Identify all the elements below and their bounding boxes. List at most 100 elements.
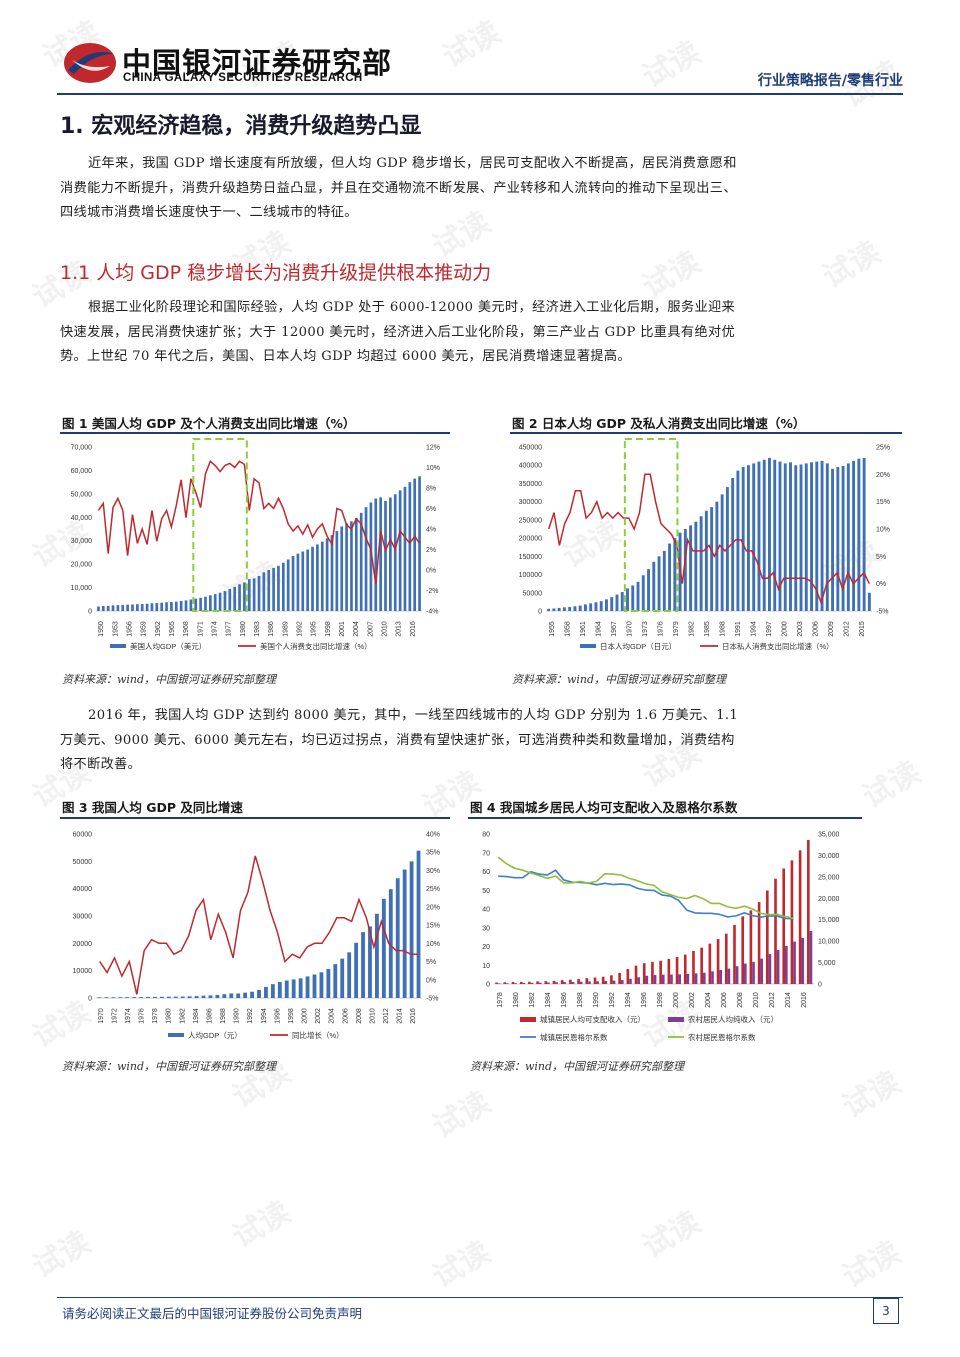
x-tick: 1988: [220, 1008, 227, 1024]
y-right-tick: 0%: [426, 568, 436, 575]
gdp-bar: [264, 986, 268, 998]
gdp-bar: [773, 459, 777, 611]
urban-income-bar: [511, 981, 515, 984]
gdp-bar: [815, 461, 819, 611]
urban-income-bar: [659, 960, 662, 984]
gdp-bar: [368, 926, 372, 998]
y-left-tick: 100000: [519, 572, 542, 579]
gdp-bar: [783, 463, 787, 611]
y-left-tick: 400000: [519, 463, 542, 470]
y-right-tick: 5%: [426, 959, 436, 966]
x-tick: 1982: [179, 1008, 186, 1024]
legend-swatch-urban-income: [520, 1017, 536, 1022]
gdp-bar: [173, 996, 178, 998]
gdp-bar: [836, 467, 840, 611]
footer-divider: [57, 1297, 903, 1298]
urban-income-bar: [560, 980, 564, 984]
figure-3-chart: 0 10000 20000 30000 40000 50000 60000 -5% 0% 5% 10…: [73, 832, 440, 1041]
watermark-text: 试读: [427, 1234, 497, 1296]
gdp-bar: [683, 529, 687, 611]
x-tick: 2010: [753, 992, 760, 1008]
y-right-tick: 8%: [426, 486, 436, 493]
urban-income-bar: [601, 976, 605, 984]
gdp-bar: [223, 591, 227, 611]
watermark-text: 试读: [857, 754, 927, 816]
gdp-bar: [204, 596, 207, 611]
legend-label-rural-income: 农村居民人均纯收入（元）: [688, 1014, 778, 1024]
gdp-bar: [319, 972, 324, 998]
gdp-bar: [262, 572, 266, 611]
figure-1-source: 资料来源：wind，中国银河证券研究部整理: [62, 673, 277, 686]
gdp-bar: [189, 599, 193, 611]
x-tick: 1988: [577, 992, 584, 1008]
rural-income-bar: [555, 982, 558, 984]
x-tick: 1986: [561, 992, 568, 1008]
y-left-tick: 40: [482, 907, 490, 914]
gdp-bar: [97, 606, 100, 611]
gdp-bar: [578, 605, 582, 611]
gdp-bar: [150, 603, 154, 611]
gdp-bar: [657, 556, 661, 611]
gdp-bar: [187, 996, 192, 998]
rural-income-bar: [604, 981, 608, 984]
x-tick: 1992: [247, 1008, 254, 1024]
figure-1-title: 图 1 美国人均 GDP 及个人消费支出同比增速（%）: [62, 416, 356, 431]
gdp-bar: [398, 490, 402, 611]
legend-label-gdp: 美国人均GDP（美元）: [130, 641, 206, 651]
y-right-tick: 30%: [426, 868, 440, 875]
gdp-bar: [631, 585, 635, 611]
rural-income-bar: [694, 973, 698, 984]
x-tick: 1986: [206, 1008, 213, 1024]
x-tick: 2014: [397, 1008, 404, 1024]
gdp-bar: [652, 561, 656, 611]
rural-income-bar: [612, 980, 616, 984]
gdp-bar: [118, 997, 123, 998]
gdp-bar: [201, 995, 206, 998]
x-tick: 1996: [641, 992, 648, 1008]
x-tick: 2016: [410, 621, 417, 637]
urban-income-bar: [724, 933, 728, 984]
legend-label-growth: 同比增长（%）: [292, 1030, 344, 1040]
gdp-bar: [704, 510, 708, 611]
urban-income-bar: [708, 943, 712, 984]
legend-label-urban-income: 城镇居民人均可支配收入（元）: [540, 1014, 645, 1024]
urban-income-bar: [569, 979, 572, 984]
urban-income-bar: [536, 981, 539, 984]
x-tick: 1992: [609, 992, 616, 1008]
gdp-bar: [867, 592, 871, 611]
x-tick: 1971: [197, 621, 204, 637]
x-tick: 2013: [396, 621, 403, 637]
y-right-tick: 15,000: [818, 917, 840, 924]
gdp-bar: [132, 997, 137, 998]
y-right-tick: 5%: [876, 554, 886, 561]
gdp-bar: [846, 463, 850, 611]
x-tick: 1978: [497, 992, 504, 1008]
y-left-tick: 10000: [73, 968, 93, 975]
rural-income-bar: [645, 975, 649, 984]
y-right-tick: 30,000: [818, 853, 840, 860]
gdp-bar: [252, 578, 256, 611]
x-tick: 1998: [325, 621, 332, 637]
rural-income-bar: [538, 982, 542, 984]
figure-2-title: 图 2 日本人均 GDP 及私人消费支出同比增速（%）: [512, 416, 806, 431]
urban-income-bar: [495, 982, 498, 984]
gdp-bar: [768, 457, 771, 611]
x-tick: 2008: [356, 1008, 363, 1024]
gdp-bar: [111, 997, 116, 998]
gdp-bar: [296, 553, 300, 611]
x-tick: 2006: [721, 992, 728, 1008]
gdp-bar: [820, 460, 824, 611]
urban-engel-line: [498, 869, 794, 920]
y-right-tick: 0: [818, 982, 822, 989]
y-left-tick: 30000: [73, 914, 93, 921]
x-tick: 1977: [226, 621, 233, 637]
gdp-bar: [359, 512, 363, 611]
gdp-bar: [354, 942, 359, 998]
gdp-bar: [340, 958, 345, 998]
x-tick: 1958: [564, 621, 571, 637]
gdp-bar: [301, 551, 305, 611]
x-tick: 1976: [657, 621, 664, 637]
x-tick: 2012: [383, 1008, 390, 1024]
x-tick: 1964: [595, 621, 602, 637]
gdp-bar: [320, 541, 324, 611]
